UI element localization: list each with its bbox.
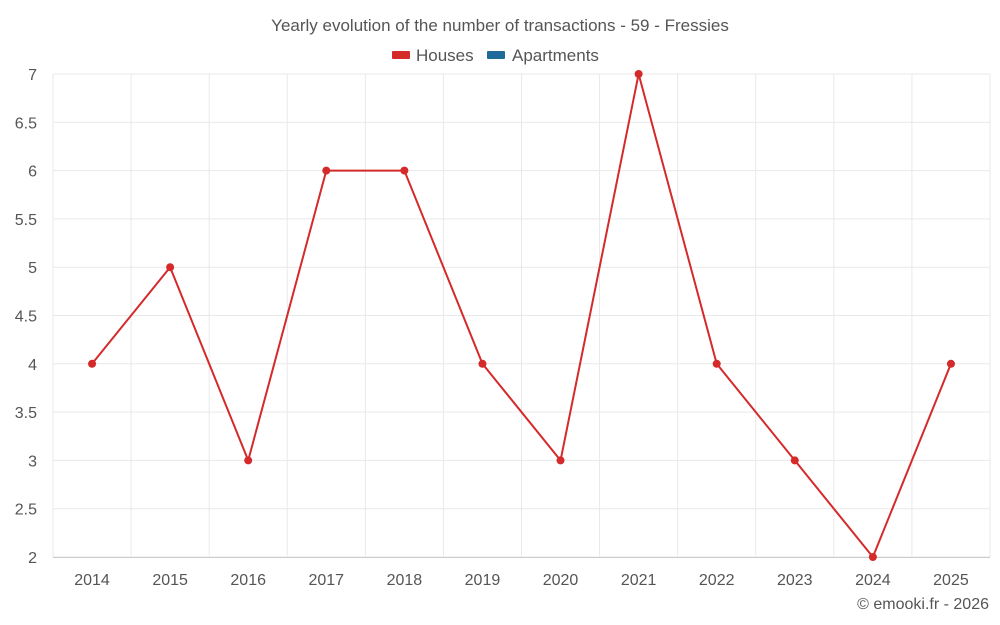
y-tick-label: 3.5 (15, 405, 37, 422)
x-tick-label: 2016 (230, 572, 266, 589)
x-tick-label: 2018 (387, 572, 423, 589)
legend: Houses Apartments (392, 46, 599, 65)
x-tick-label: 2021 (621, 572, 657, 589)
x-tick-label: 2017 (308, 572, 344, 589)
data-point (868, 553, 877, 561)
y-tick-label: 2.5 (15, 502, 37, 519)
y-tick-label: 2 (28, 550, 37, 567)
y-tick-label: 4 (28, 357, 37, 374)
legend-item-apartments[interactable]: Apartments (487, 46, 599, 65)
x-tick-label: 2014 (74, 572, 110, 589)
data-point (556, 456, 565, 465)
data-point (166, 263, 175, 272)
x-tick-label: 2025 (933, 572, 969, 589)
x-tick-label: 2022 (699, 572, 735, 589)
y-tick-label: 5.5 (15, 212, 37, 229)
y-tick-label: 7 (28, 67, 37, 84)
legend-item-houses[interactable]: Houses (392, 46, 474, 65)
credit: © emooki.fr - 2026 (857, 596, 989, 613)
y-axis: 2 2.5 3 3.5 4 4.5 5 5.5 6 6.5 7 (15, 67, 37, 567)
y-tick-label: 6 (28, 164, 37, 181)
x-tick-label: 2024 (855, 572, 891, 589)
data-point (712, 359, 721, 368)
x-tick-label: 2020 (543, 572, 579, 589)
y-tick-label: 3 (28, 453, 37, 470)
y-tick-label: 4.5 (15, 309, 37, 326)
x-tick-label: 2015 (152, 572, 188, 589)
data-point (478, 359, 487, 368)
legend-swatch-houses (392, 51, 410, 59)
data-point (244, 456, 253, 465)
data-point (400, 166, 409, 175)
x-tick-label: 2023 (777, 572, 813, 589)
data-point (322, 166, 331, 175)
data-point (946, 359, 955, 368)
legend-label-apartments: Apartments (512, 46, 599, 65)
series-houses (88, 70, 955, 561)
x-tick-label: 2019 (465, 572, 501, 589)
chart-title: Yearly evolution of the number of transa… (271, 16, 729, 35)
grid (52, 73, 991, 558)
legend-swatch-apartments (487, 51, 505, 59)
series-line-houses (91, 73, 952, 558)
data-point (88, 359, 97, 368)
data-point (634, 70, 643, 78)
data-point (790, 456, 799, 465)
legend-label-houses: Houses (416, 46, 474, 65)
y-tick-label: 6.5 (15, 115, 37, 132)
y-tick-label: 5 (28, 260, 37, 277)
x-axis: 2014 2015 2016 2017 2018 2019 2020 2021 2022 2023… (53, 557, 990, 589)
